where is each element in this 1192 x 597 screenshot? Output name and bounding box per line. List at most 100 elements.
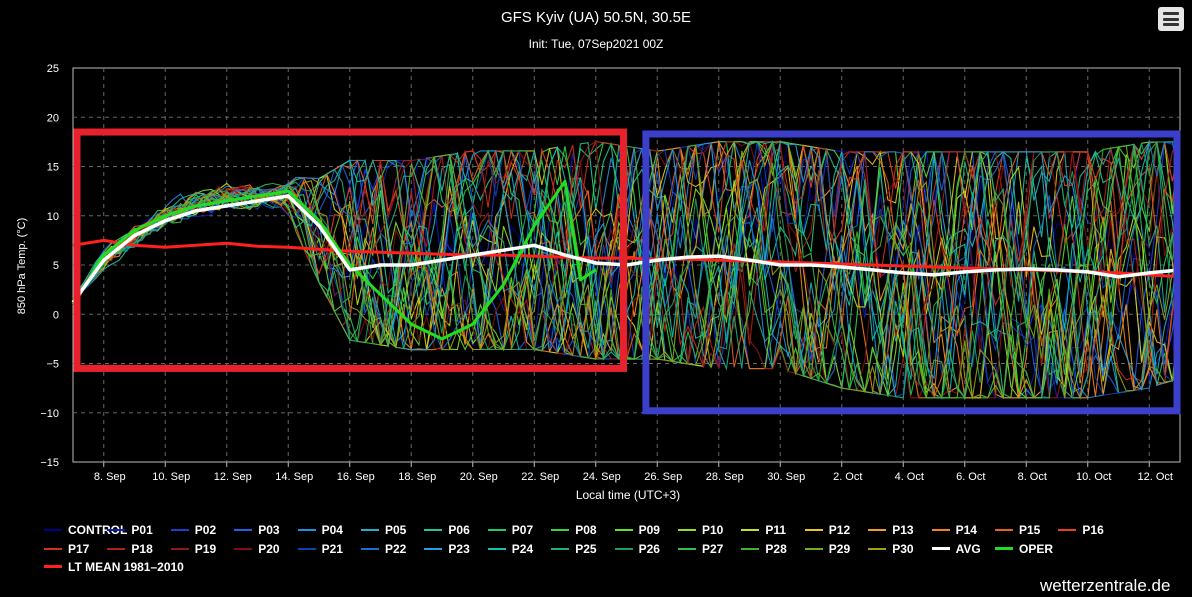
y-tick-label: 25 xyxy=(47,63,59,75)
legend-swatch xyxy=(297,529,316,531)
legend-swatch xyxy=(487,548,506,550)
y-tick-label: −10 xyxy=(40,408,59,420)
x-tick-label: 12. Sep xyxy=(214,471,252,483)
legend-swatch xyxy=(804,529,823,531)
x-tick-label: 6. Oct xyxy=(956,471,985,483)
highlight-box-red xyxy=(73,128,627,372)
legend-swatch xyxy=(170,548,189,550)
legend-swatch xyxy=(678,548,696,550)
legend-swatch xyxy=(487,529,506,531)
legend-label: P24 xyxy=(511,542,534,556)
x-tick-label: 8. Sep xyxy=(94,471,126,483)
legend-label: P16 xyxy=(1082,523,1104,537)
legend-swatch xyxy=(931,529,950,531)
legend-label: P10 xyxy=(702,523,724,537)
legend-swatch xyxy=(931,547,950,550)
highlight-box-blue xyxy=(642,130,1181,415)
legend-swatch xyxy=(551,529,570,531)
legend-label: P13 xyxy=(892,523,914,537)
legend-label: P06 xyxy=(448,523,470,537)
legend-swatch xyxy=(234,548,253,550)
legend-label: P03 xyxy=(258,523,280,537)
legend-label: CONTROL xyxy=(68,523,128,537)
legend-swatch xyxy=(868,548,887,550)
legend-label: P05 xyxy=(385,523,407,537)
x-tick-label: 2. Oct xyxy=(833,471,862,483)
chart-subtitle: Init: Tue, 07Sep2021 00Z xyxy=(529,37,664,51)
x-tick-label: 22. Sep xyxy=(521,471,559,483)
legend-label: P02 xyxy=(194,523,217,537)
legend-label: P08 xyxy=(575,523,597,537)
legend-swatch xyxy=(741,529,760,531)
legend-label: P01 xyxy=(131,523,153,537)
legend-label: P11 xyxy=(765,523,787,537)
legend-label: P22 xyxy=(385,542,407,556)
legend-swatch xyxy=(868,529,887,531)
legend-swatch xyxy=(361,529,379,531)
x-tick-label: 26. Sep xyxy=(644,471,682,483)
legend-label: OPER xyxy=(1019,542,1054,556)
legend-label: P12 xyxy=(828,523,851,537)
y-tick-label: 5 xyxy=(53,260,59,272)
legend-swatch xyxy=(424,548,443,550)
x-tick-label: 4. Oct xyxy=(895,471,924,483)
legend-label: P26 xyxy=(638,542,660,556)
y-tick-label: −15 xyxy=(40,457,59,469)
legend-swatch xyxy=(614,548,633,550)
legend-label: P17 xyxy=(68,542,90,556)
y-tick-label: 15 xyxy=(47,162,59,174)
x-tick-label: 8. Oct xyxy=(1018,471,1047,483)
legend-label: P29 xyxy=(828,542,851,556)
legend-label: P04 xyxy=(321,523,343,537)
legend-swatch xyxy=(44,565,62,568)
legend-swatch xyxy=(107,529,126,531)
legend-label: P25 xyxy=(575,542,597,556)
legend-swatch xyxy=(995,547,1013,550)
x-tick-label: 14. Sep xyxy=(275,471,313,483)
x-tick-label: 10. Sep xyxy=(152,471,190,483)
legend-label: P27 xyxy=(702,542,724,556)
legend-swatch xyxy=(297,548,316,550)
oper-line xyxy=(71,179,597,341)
chart-title: GFS Kyiv (UA) 50.5N, 30.5E xyxy=(501,9,691,26)
x-tick-label: 10. Oct xyxy=(1076,471,1111,483)
x-tick-label: 12. Oct xyxy=(1138,471,1173,483)
highlight-boxes xyxy=(73,128,1181,415)
legend-label: P07 xyxy=(511,523,534,537)
legend-swatch xyxy=(424,529,443,531)
y-axis-tick-labels: 25 20 15 10 5 0 −5 −10 −15 xyxy=(40,63,59,469)
legend-label: P14 xyxy=(955,523,977,537)
x-axis-label: Local time (UTC+3) xyxy=(576,488,680,502)
y-tick-label: 20 xyxy=(47,112,59,124)
legend-label: P09 xyxy=(638,523,660,537)
legend-label: P19 xyxy=(194,542,217,556)
legend-label: P15 xyxy=(1019,523,1041,537)
legend-swatch xyxy=(234,529,253,531)
y-tick-label: 10 xyxy=(47,211,59,223)
x-tick-label: 28. Sep xyxy=(706,471,744,483)
legend-swatch xyxy=(1058,529,1077,531)
legend-swatch xyxy=(995,529,1013,531)
chart-legend: CONTROL P01 P02 P03 P04 P05 P06 P07 P08 P09 P10 P11… xyxy=(44,522,1184,582)
chart-menu-button[interactable] xyxy=(1158,7,1184,31)
legend-swatch xyxy=(107,548,126,550)
legend-label: P21 xyxy=(321,542,343,556)
x-axis-tick-labels: 8. Sep 10. Sep 12. Sep 14. Sep 16. Sep 18. Se… xyxy=(94,471,1173,483)
x-tick-label: 30. Sep xyxy=(767,471,805,483)
legend-swatch xyxy=(44,548,62,550)
legend-swatch xyxy=(741,548,760,550)
legend-label: P23 xyxy=(448,542,470,556)
legend-label: P30 xyxy=(892,542,914,556)
x-tick-label: 24. Sep xyxy=(583,471,621,483)
legend-label: P28 xyxy=(765,542,787,556)
y-tick-label: −5 xyxy=(46,359,59,371)
legend-label: P20 xyxy=(258,542,280,556)
legend-swatch xyxy=(44,529,62,531)
legend-swatch xyxy=(551,548,570,550)
legend-swatch xyxy=(678,529,696,531)
legend-swatch xyxy=(614,529,633,531)
legend-label: AVG xyxy=(955,542,981,556)
x-tick-label: 18. Sep xyxy=(398,471,436,483)
legend-label: P18 xyxy=(131,542,153,556)
